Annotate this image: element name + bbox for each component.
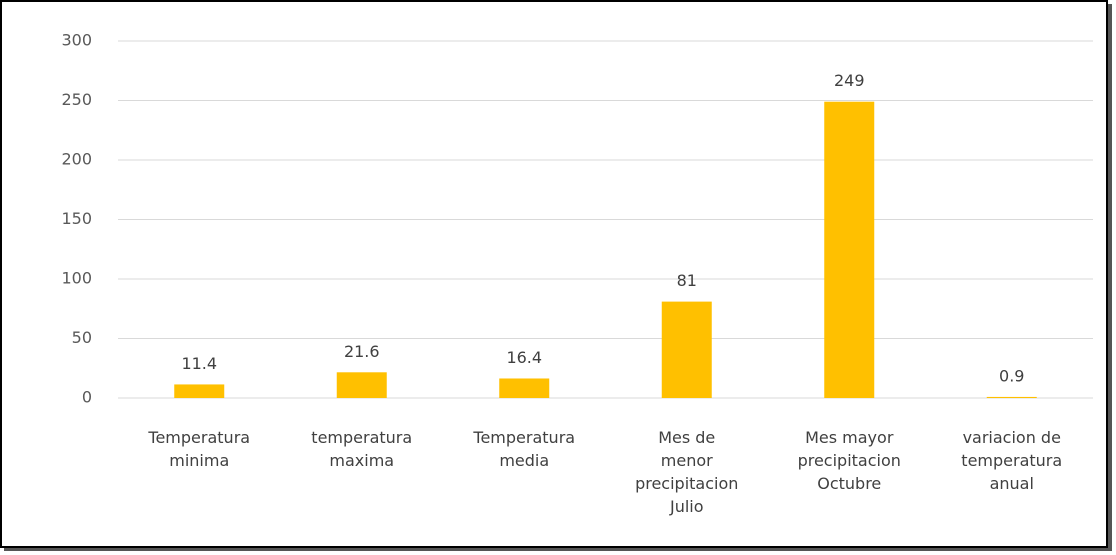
data-label: 0.9 (999, 366, 1024, 385)
x-tick-label-line: Temperatura (147, 428, 250, 447)
x-tick-label-line: Octubre (817, 474, 881, 493)
x-tick-label: Mes de menor precipitacion Julio (635, 428, 738, 516)
x-tick-label: Temperatura media (472, 428, 575, 470)
x-tick-label: variacion de temperatura anual (961, 428, 1062, 493)
data-label: 16.4 (506, 348, 542, 367)
data-label: 21.6 (344, 342, 380, 361)
data-label: 81 (677, 271, 697, 290)
data-label: 11.4 (181, 354, 217, 373)
x-tick-label-line: precipitacion (635, 474, 738, 493)
x-tick-label: Temperatura minima (147, 428, 250, 470)
bar (661, 301, 712, 398)
y-tick-label: 150 (61, 209, 92, 228)
x-tick-label: temperatura maxima (311, 428, 412, 470)
y-tick-label: 300 (61, 31, 92, 50)
x-tick-label-line: Mes de (658, 428, 715, 447)
x-tick-label-line: variacion de (963, 428, 1061, 447)
x-tick-label-line: Temperatura (472, 428, 575, 447)
x-tick-label-line: minima (169, 451, 229, 470)
y-tick-label: 250 (61, 90, 92, 109)
bar (824, 101, 875, 398)
x-tick-label: Mes mayor precipitacion Octubre (798, 428, 901, 493)
y-tick-label: 200 (61, 150, 92, 169)
bar (336, 372, 387, 398)
bar (499, 378, 550, 398)
x-tick-label-line: precipitacion (798, 451, 901, 470)
x-tick-label-line: temperatura (311, 428, 412, 447)
x-tick-label-line: Julio (669, 497, 704, 516)
y-tick-label: 50 (72, 328, 92, 347)
y-tick-label: 100 (61, 269, 92, 288)
y-tick-label: 0 (82, 388, 92, 407)
x-tick-label-line: temperatura (961, 451, 1062, 470)
x-tick-label-line: maxima (329, 451, 394, 470)
bar (986, 396, 1037, 398)
bar (174, 384, 225, 398)
x-tick-label-line: Mes mayor (805, 428, 894, 447)
x-tick-label-line: media (499, 451, 549, 470)
data-label: 249 (834, 71, 865, 90)
x-tick-label-line: anual (990, 474, 1034, 493)
x-tick-label-line: menor (661, 451, 713, 470)
